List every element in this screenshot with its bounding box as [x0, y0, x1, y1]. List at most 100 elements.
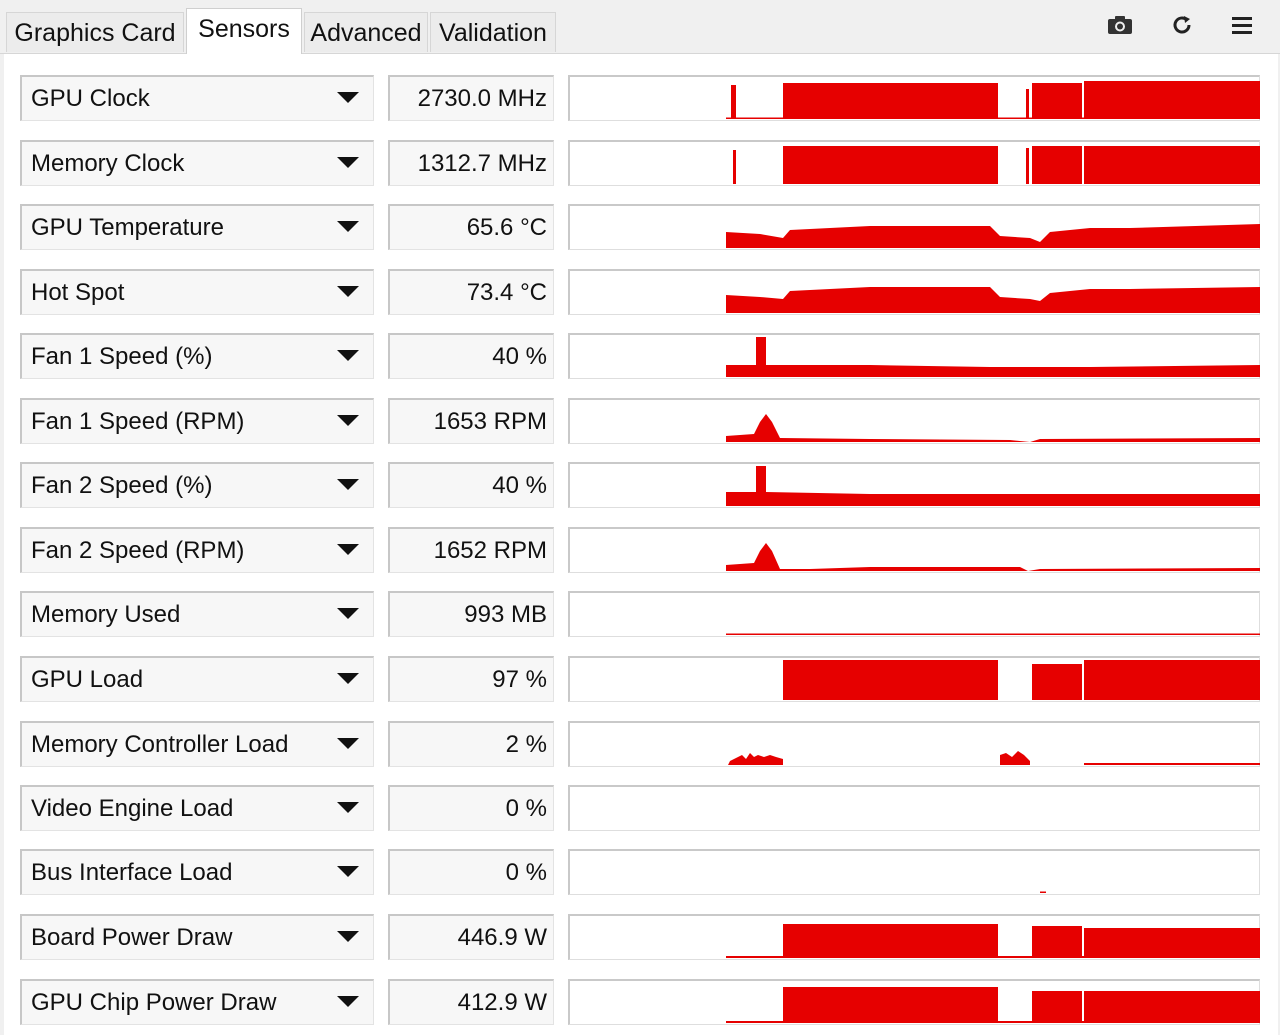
- sensor-select[interactable]: Board Power Draw: [20, 914, 374, 960]
- sensor-row-hot-spot: Hot Spot 73.4 °C: [4, 269, 1278, 317]
- sensor-value-box: 97 %: [388, 656, 554, 702]
- graph-area-1: [783, 987, 998, 1023]
- chevron-down-icon[interactable]: [337, 157, 359, 168]
- chevron-down-icon[interactable]: [337, 350, 359, 361]
- sensor-value: 40 %: [492, 472, 547, 499]
- sensor-row-gpu-load: GPU Load 97 %: [4, 656, 1278, 704]
- sensor-graph-plot: [726, 987, 1260, 1023]
- sensor-label: Hot Spot: [31, 279, 125, 306]
- sensor-label: Memory Used: [31, 601, 181, 628]
- sensor-graph: [568, 140, 1260, 186]
- sensor-value: 1653 RPM: [433, 408, 547, 435]
- sensor-graph-plot: [570, 787, 1260, 831]
- sensor-select[interactable]: Bus Interface Load: [20, 849, 374, 895]
- sensor-value: 97 %: [492, 666, 547, 693]
- sensor-select[interactable]: Hot Spot: [20, 269, 374, 315]
- sensor-select[interactable]: Fan 2 Speed (%): [20, 462, 374, 508]
- sensor-select[interactable]: Fan 2 Speed (RPM): [20, 527, 374, 573]
- sensor-graph: [568, 269, 1260, 315]
- sensor-value-box: 1652 RPM: [388, 527, 554, 573]
- sensor-label: Fan 2 Speed (%): [31, 472, 213, 499]
- sensor-row-gpu-clock: GPU Clock 2730.0 MHz: [4, 75, 1278, 123]
- sensor-graph-plot: [726, 543, 1260, 571]
- sensor-graph-plot: [726, 414, 1260, 442]
- sensor-value-box: 65.6 °C: [388, 204, 554, 250]
- graph-area-0: [726, 633, 1260, 635]
- tab-graphics-card[interactable]: Graphics Card: [6, 12, 184, 52]
- chevron-down-icon[interactable]: [337, 738, 359, 749]
- tab-bar: Graphics Card Sensors Advanced Validatio…: [0, 0, 1280, 54]
- sensor-value: 993 MB: [464, 601, 547, 628]
- graph-area-2: [1026, 148, 1029, 184]
- sensor-graph: [568, 75, 1260, 121]
- refresh-icon[interactable]: [1166, 10, 1198, 40]
- graph-area-0: [1040, 891, 1046, 893]
- graph-area-2: [1032, 926, 1082, 958]
- sensor-value: 1312.7 MHz: [417, 150, 547, 177]
- tab-advanced[interactable]: Advanced: [304, 12, 428, 52]
- chevron-down-icon[interactable]: [337, 802, 359, 813]
- graph-area-1: [731, 85, 736, 119]
- chevron-down-icon[interactable]: [337, 996, 359, 1007]
- chevron-down-icon[interactable]: [337, 544, 359, 555]
- sensor-select[interactable]: Fan 1 Speed (%): [20, 333, 374, 379]
- sensor-select[interactable]: GPU Clock: [20, 75, 374, 121]
- chevron-down-icon[interactable]: [337, 673, 359, 684]
- sensor-label: GPU Temperature: [31, 214, 224, 241]
- graph-area-0: [726, 414, 1260, 442]
- sensor-select[interactable]: GPU Temperature: [20, 204, 374, 250]
- sensor-graph-plot: [726, 337, 1260, 377]
- sensor-value: 40 %: [492, 343, 547, 370]
- graph-area-1: [1000, 751, 1030, 765]
- chevron-down-icon[interactable]: [337, 415, 359, 426]
- sensor-row-board-power-draw: Board Power Draw 446.9 W: [4, 914, 1278, 962]
- sensor-graph: [568, 527, 1260, 573]
- sensor-select[interactable]: GPU Load: [20, 656, 374, 702]
- sensor-select[interactable]: Video Engine Load: [20, 785, 374, 831]
- chevron-down-icon[interactable]: [337, 92, 359, 103]
- graph-area-0: [726, 543, 1260, 571]
- sensor-label: GPU Chip Power Draw: [31, 989, 277, 1016]
- sensor-value: 65.6 °C: [466, 214, 547, 241]
- sensor-graph-plot: [726, 81, 1260, 119]
- graph-area-1: [783, 924, 998, 958]
- sensor-value-box: 446.9 W: [388, 914, 554, 960]
- chevron-down-icon[interactable]: [337, 608, 359, 619]
- sensor-select[interactable]: GPU Chip Power Draw: [20, 979, 374, 1025]
- sensor-graph: [568, 914, 1260, 960]
- sensor-graph-plot: [733, 146, 1260, 184]
- tab-validation[interactable]: Validation: [430, 12, 556, 52]
- sensor-value-box: 40 %: [388, 462, 554, 508]
- graph-area-2: [1084, 763, 1260, 765]
- sensor-value: 73.4 °C: [466, 279, 547, 306]
- sensor-select[interactable]: Memory Controller Load: [20, 721, 374, 767]
- sensor-label: Video Engine Load: [31, 795, 234, 822]
- chevron-down-icon[interactable]: [337, 286, 359, 297]
- tab-sensors[interactable]: Sensors: [186, 8, 302, 54]
- graph-area-0: [733, 150, 736, 184]
- menu-icon[interactable]: [1226, 10, 1258, 40]
- sensor-row-gpu-chip-power-draw: GPU Chip Power Draw 412.9 W: [4, 979, 1278, 1027]
- graph-area-0: [783, 660, 998, 700]
- sensor-graph-plot: [1040, 891, 1046, 893]
- sensor-graph: [568, 785, 1260, 831]
- sensor-value: 2730.0 MHz: [417, 85, 547, 112]
- chevron-down-icon[interactable]: [337, 866, 359, 877]
- sensor-graph: [568, 721, 1260, 767]
- graph-area-0: [726, 287, 1260, 313]
- sensor-label: Fan 1 Speed (%): [31, 343, 213, 370]
- sensor-value-box: 993 MB: [388, 591, 554, 637]
- sensor-select[interactable]: Memory Used: [20, 591, 374, 637]
- sensor-select[interactable]: Fan 1 Speed (RPM): [20, 398, 374, 444]
- sensor-graph-plot: [726, 633, 1260, 635]
- chevron-down-icon[interactable]: [337, 479, 359, 490]
- sensor-graph-plot: [726, 224, 1260, 248]
- sensor-select[interactable]: Memory Clock: [20, 140, 374, 186]
- sensor-graph: [568, 849, 1260, 895]
- graph-area-1: [783, 146, 998, 184]
- graph-area-0: [726, 337, 1260, 377]
- chevron-down-icon[interactable]: [337, 931, 359, 942]
- sensor-graph: [568, 979, 1260, 1025]
- camera-icon[interactable]: [1104, 10, 1136, 40]
- chevron-down-icon[interactable]: [337, 221, 359, 232]
